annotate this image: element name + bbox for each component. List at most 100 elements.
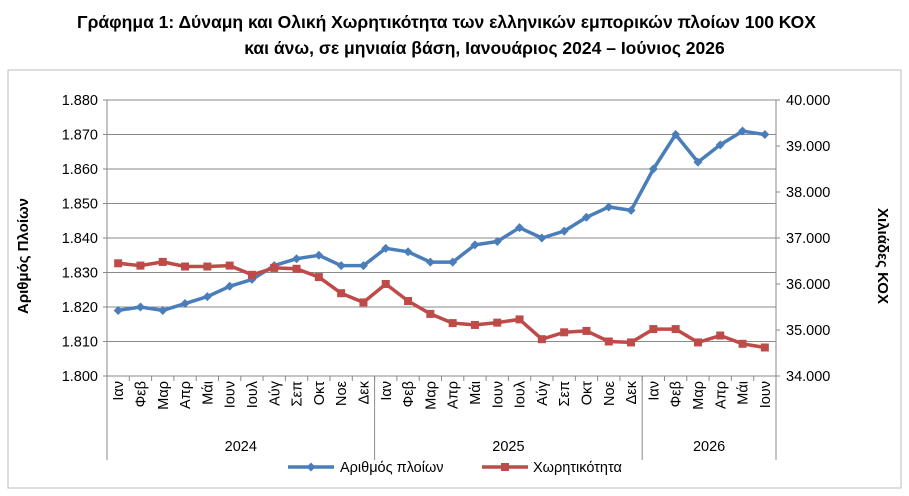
series-1-marker (715, 140, 725, 150)
series-2-marker (560, 328, 569, 337)
series-2-marker (426, 309, 435, 318)
series-2-marker (314, 273, 323, 282)
x-tick-label: Απρ (178, 381, 194, 409)
chart-border (7, 69, 902, 489)
series-1-marker (604, 202, 614, 212)
series-1-marker (448, 257, 458, 267)
y2-tick-label: 40.000 (786, 93, 830, 109)
series-2-marker (136, 261, 145, 270)
series-1-marker (738, 126, 748, 136)
x-tick-label: Μάι (200, 381, 216, 405)
series-2-marker (470, 320, 479, 329)
y2-tick-label: 37.000 (786, 231, 830, 247)
series-1-marker (515, 223, 525, 233)
series-2-marker (448, 319, 457, 328)
year-label: 2026 (693, 439, 725, 455)
x-tick-label: Αύγ (267, 380, 283, 406)
x-tick-label: Ιουν (223, 381, 239, 408)
y2-tick-label: 39.000 (786, 139, 830, 155)
x-tick-label: Ιαν (111, 381, 127, 401)
legend-label-2: Χωρητικότητα (533, 460, 622, 476)
series-1-marker (381, 243, 391, 253)
series-2-marker (270, 263, 279, 272)
series-1-marker (314, 250, 324, 260)
x-tick-label: Νοε (334, 380, 350, 406)
series-1-marker (559, 226, 569, 236)
series-2-marker (247, 270, 256, 279)
y-tick-label: 1.820 (62, 300, 98, 316)
series-2-marker (671, 325, 680, 334)
y-tick-label: 1.860 (62, 162, 98, 178)
y-tick-label: 1.840 (62, 231, 98, 247)
y-tick-label: 1.830 (62, 266, 98, 282)
x-tick-label: Αύγ (535, 380, 551, 406)
x-tick-label: Ιαν (646, 381, 662, 401)
x-tick-label: Σεπ (290, 381, 306, 406)
series-2-marker (404, 297, 413, 306)
x-tick-label: Φεβ (133, 381, 149, 407)
x-tick-label: Μαρ (156, 381, 172, 410)
series-2-marker (337, 289, 346, 298)
series-line-1 (117, 129, 766, 313)
series-1-marker (626, 205, 636, 215)
series-2-marker (203, 262, 212, 271)
y-axis-title: Αριθμός Πλοίων (15, 198, 32, 314)
x-tick-label: Ιουν (758, 381, 774, 408)
series-1-marker (492, 236, 502, 246)
series-2-marker (381, 280, 390, 288)
series-2-marker (493, 318, 502, 327)
series-1-marker (158, 305, 168, 315)
series-2-marker (604, 337, 613, 346)
x-tick-label: Σεπ (557, 381, 573, 406)
series-1-marker (470, 240, 480, 250)
series-2-marker (582, 326, 591, 335)
series-1-marker (581, 212, 591, 222)
y2-axis-title: Χιλιάδες ΚΟΧ (874, 208, 891, 304)
legend-marker-2 (501, 463, 509, 471)
x-tick-label: Ιουλ (513, 380, 529, 408)
y2-tick-label: 38.000 (786, 185, 830, 201)
x-tick-label: Μάι (736, 381, 752, 405)
x-tick-label: Οκτ (579, 381, 595, 406)
series-1-marker (693, 157, 703, 167)
y2-tick-label: 35.000 (786, 323, 830, 339)
series-1-marker (358, 261, 368, 271)
chart-title-line-1: Γράφημα 1: Δύναμη και Ολική Χωρητικότητα… (77, 12, 816, 32)
y2-tick-label: 36.000 (786, 277, 830, 293)
x-tick-label: Ιουν (490, 381, 506, 408)
legend-marker-1 (306, 462, 316, 472)
series-2-marker (181, 262, 190, 271)
series-2-marker (225, 261, 234, 270)
series-2-marker (515, 315, 524, 324)
x-tick-label: Απρ (713, 381, 729, 409)
series-1-marker (292, 254, 302, 264)
series-2-marker (760, 343, 769, 352)
series-2-marker (158, 257, 167, 266)
series-1-marker (648, 164, 658, 174)
y-tick-label: 1.870 (62, 128, 98, 144)
x-tick-label: Μαρ (423, 381, 439, 410)
series-1-marker (135, 302, 145, 312)
series-1-marker (180, 299, 190, 309)
x-tick-label: Μάι (468, 381, 484, 405)
x-tick-label: Ιουλ (245, 380, 261, 408)
series-1-marker (760, 130, 770, 139)
series-2-marker (627, 338, 636, 347)
legend-label-1: Αριθμός πλοίων (340, 460, 444, 476)
series-1-marker (113, 305, 123, 315)
series-1-marker (202, 292, 212, 302)
series-1-marker (403, 247, 413, 257)
series-2-marker (693, 338, 702, 347)
y-tick-label: 1.850 (62, 197, 98, 213)
series-2-marker (359, 298, 368, 307)
series-1-marker (225, 281, 235, 291)
y-tick-label: 1.800 (62, 369, 98, 385)
series-2-marker (649, 325, 658, 334)
series-line-2 (118, 260, 766, 350)
x-tick-label: Νοε (602, 380, 618, 406)
year-label: 2025 (492, 439, 524, 455)
series-2-marker (114, 259, 123, 268)
x-tick-label: Δεκ (356, 380, 372, 404)
